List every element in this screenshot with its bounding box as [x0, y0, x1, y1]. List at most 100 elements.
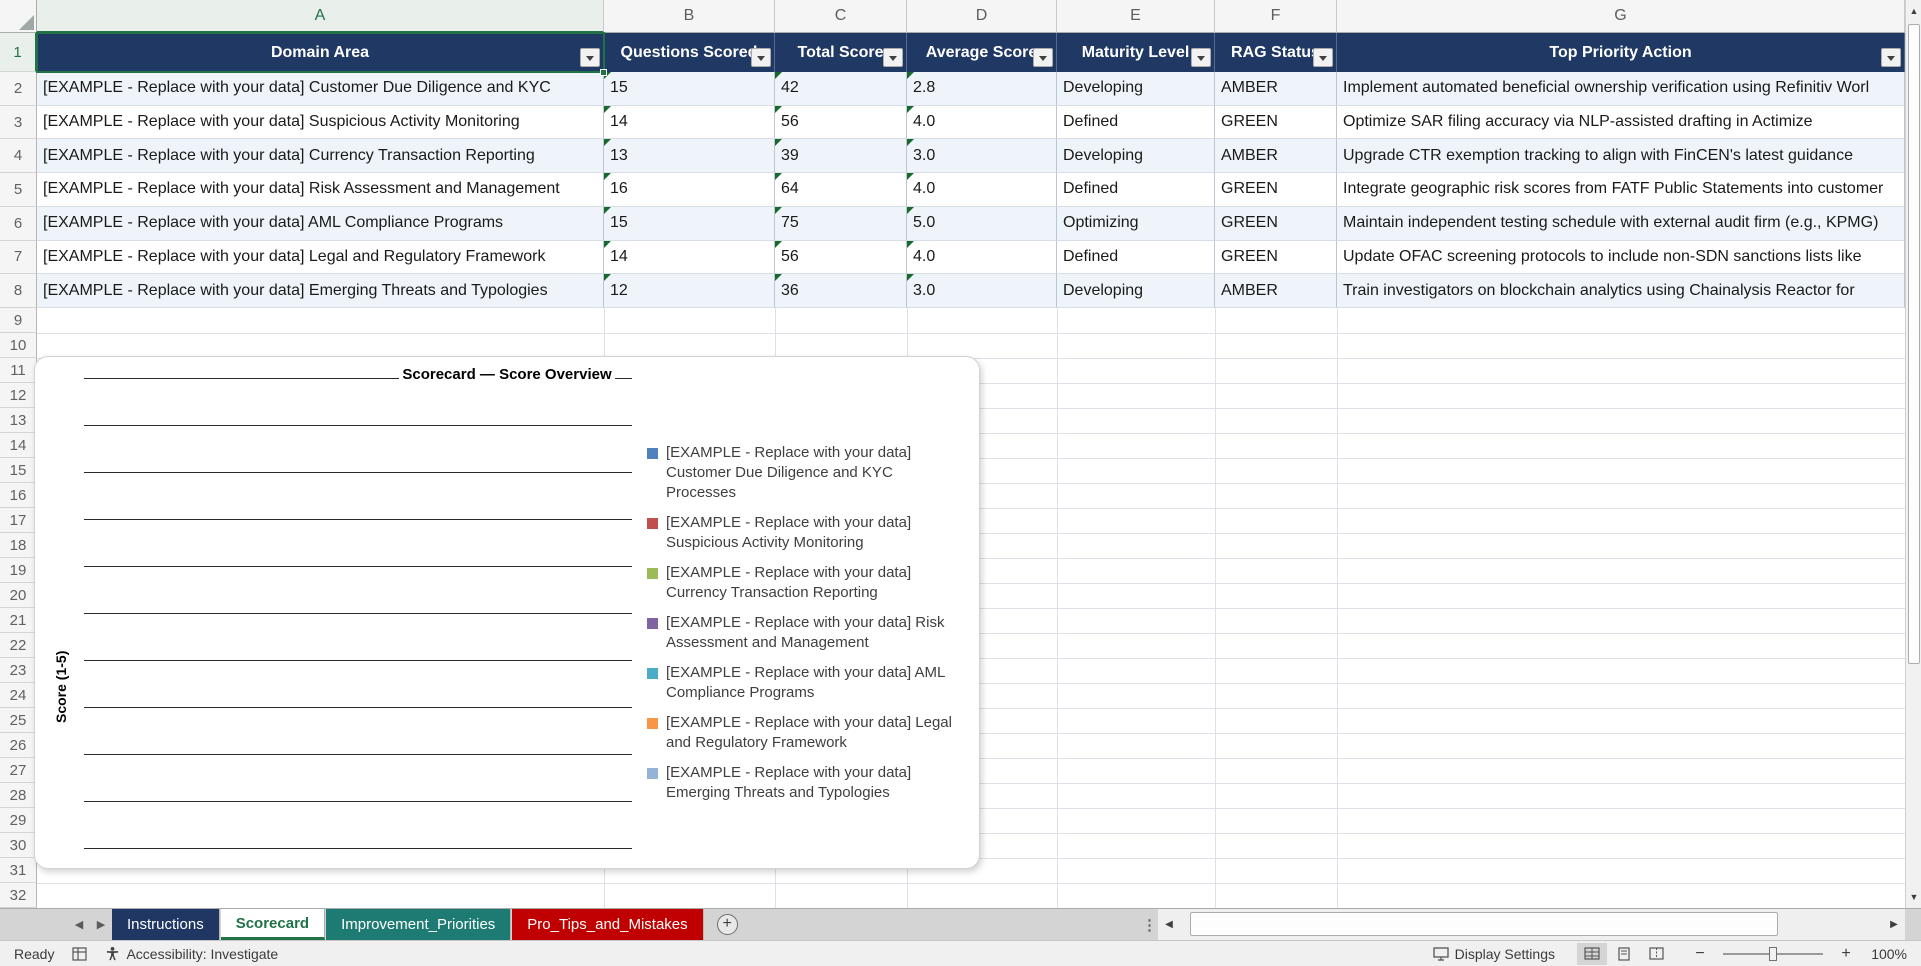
cell-B8[interactable]: 12: [604, 274, 775, 308]
row-header-27[interactable]: 27: [0, 758, 37, 783]
new-sheet-button[interactable]: +: [716, 914, 738, 935]
cell-A7[interactable]: [EXAMPLE - Replace with your data] Legal…: [37, 240, 604, 275]
cell-B6[interactable]: 15: [604, 206, 775, 241]
column-header-a[interactable]: A: [37, 0, 604, 33]
row-header-4[interactable]: 4: [0, 139, 37, 174]
horizontal-scrollbar[interactable]: ◀ ▶: [1158, 909, 1905, 940]
cell-E2[interactable]: Developing: [1057, 72, 1215, 106]
fill-handle[interactable]: [600, 69, 607, 76]
filter-dropdown-button[interactable]: [751, 48, 771, 67]
row-header-16[interactable]: 16: [0, 483, 37, 508]
cell-F4[interactable]: AMBER: [1215, 139, 1337, 174]
sheet-tab-improvement_priorities[interactable]: Improvement_Priorities: [326, 909, 512, 940]
cell-A4[interactable]: [EXAMPLE - Replace with your data] Curre…: [37, 139, 604, 174]
scroll-right-icon[interactable]: ▶: [1890, 919, 1898, 930]
scroll-left-icon[interactable]: ◀: [1165, 919, 1173, 930]
row-header-19[interactable]: 19: [0, 558, 37, 583]
cell-B7[interactable]: 14: [604, 240, 775, 275]
cell-G3[interactable]: Optimize SAR filing accuracy via NLP-ass…: [1337, 105, 1905, 140]
cell-F2[interactable]: AMBER: [1215, 72, 1337, 106]
zoom-level[interactable]: 100%: [1871, 945, 1907, 962]
cell-C7[interactable]: 56: [775, 240, 907, 275]
table-header-maturity-level[interactable]: Maturity Level: [1057, 33, 1215, 72]
cell-F8[interactable]: AMBER: [1215, 274, 1337, 308]
page-break-preview-button[interactable]: [1641, 943, 1671, 965]
row-header-12[interactable]: 12: [0, 383, 37, 408]
cell-B3[interactable]: 14: [604, 105, 775, 140]
row-header-26[interactable]: 26: [0, 733, 37, 758]
row-header-18[interactable]: 18: [0, 533, 37, 558]
cell-A8[interactable]: [EXAMPLE - Replace with your data] Emerg…: [37, 274, 604, 308]
filter-dropdown-button[interactable]: [1881, 48, 1901, 67]
column-header-c[interactable]: C: [775, 0, 907, 33]
horizontal-scrollbar-thumb[interactable]: [1190, 912, 1778, 936]
cell-E4[interactable]: Developing: [1057, 139, 1215, 174]
row-header-15[interactable]: 15: [0, 458, 37, 483]
row-header-8[interactable]: 8: [0, 274, 37, 308]
row-header-17[interactable]: 17: [0, 508, 37, 533]
cell-G7[interactable]: Update OFAC screening protocols to inclu…: [1337, 240, 1905, 275]
row-header-7[interactable]: 7: [0, 240, 37, 275]
tab-scroll-left-icon[interactable]: ◀: [74, 919, 84, 931]
cell-E5[interactable]: Defined: [1057, 173, 1215, 207]
row-header-25[interactable]: 25: [0, 708, 37, 733]
row-header-5[interactable]: 5: [0, 173, 37, 207]
cell-F3[interactable]: GREEN: [1215, 105, 1337, 140]
cell-A3[interactable]: [EXAMPLE - Replace with your data] Suspi…: [37, 105, 604, 140]
cell-B2[interactable]: 15: [604, 72, 775, 106]
row-header-20[interactable]: 20: [0, 583, 37, 608]
cell-E8[interactable]: Developing: [1057, 274, 1215, 308]
cell-G4[interactable]: Upgrade CTR exemption tracking to align …: [1337, 139, 1905, 174]
column-header-e[interactable]: E: [1057, 0, 1215, 33]
cell-C3[interactable]: 56: [775, 105, 907, 140]
row-header-14[interactable]: 14: [0, 433, 37, 458]
column-header-b[interactable]: B: [604, 0, 775, 33]
table-header-top-priority-action[interactable]: Top Priority Action: [1337, 33, 1905, 72]
macro-record-button[interactable]: [72, 946, 88, 961]
select-all-corner[interactable]: [0, 0, 37, 33]
row-header-6[interactable]: 6: [0, 206, 37, 241]
column-header-g[interactable]: G: [1337, 0, 1905, 33]
zoom-out-button[interactable]: −: [1695, 944, 1705, 962]
row-header-23[interactable]: 23: [0, 658, 37, 683]
cell-A6[interactable]: [EXAMPLE - Replace with your data] AML C…: [37, 206, 604, 241]
display-settings-button[interactable]: Display Settings: [1432, 946, 1555, 962]
table-header-questions-scored[interactable]: Questions Scored: [604, 33, 775, 72]
zoom-in-button[interactable]: +: [1841, 944, 1851, 962]
cell-A2[interactable]: [EXAMPLE - Replace with your data] Custo…: [37, 72, 604, 106]
cell-D2[interactable]: 2.8: [907, 72, 1057, 106]
cell-G8[interactable]: Train investigators on blockchain analyt…: [1337, 274, 1905, 308]
zoom-slider-thumb[interactable]: [1769, 946, 1777, 961]
row-header-24[interactable]: 24: [0, 683, 37, 708]
scroll-down-icon[interactable]: ▼: [1909, 892, 1919, 902]
accessibility-status[interactable]: Accessibility: Investigate: [105, 946, 278, 962]
vertical-scrollbar-thumb[interactable]: [1908, 24, 1920, 664]
row-header-30[interactable]: 30: [0, 833, 37, 858]
row-header-21[interactable]: 21: [0, 608, 37, 633]
cell-F7[interactable]: GREEN: [1215, 240, 1337, 275]
cell-B5[interactable]: 16: [604, 173, 775, 207]
cell-D6[interactable]: 5.0: [907, 206, 1057, 241]
filter-dropdown-button[interactable]: [1313, 48, 1333, 67]
cell-C6[interactable]: 75: [775, 206, 907, 241]
filter-dropdown-button[interactable]: [1191, 48, 1211, 67]
cell-F6[interactable]: GREEN: [1215, 206, 1337, 241]
table-header-total-score[interactable]: Total Score: [775, 33, 907, 72]
row-header-29[interactable]: 29: [0, 808, 37, 833]
cell-C2[interactable]: 42: [775, 72, 907, 106]
row-header-10[interactable]: 10: [0, 333, 37, 358]
row-header-32[interactable]: 32: [0, 883, 37, 908]
cell-A5[interactable]: [EXAMPLE - Replace with your data] Risk …: [37, 173, 604, 207]
cell-C5[interactable]: 64: [775, 173, 907, 207]
sheet-tab-scorecard[interactable]: Scorecard: [220, 909, 326, 940]
zoom-slider[interactable]: [1723, 943, 1823, 965]
tab-scroll-right-icon[interactable]: ▶: [96, 919, 106, 931]
row-header-28[interactable]: 28: [0, 783, 37, 808]
tab-scrollbar-splitter-icon[interactable]: ⋮: [1142, 917, 1157, 934]
column-header-d[interactable]: D: [907, 0, 1057, 33]
cell-G5[interactable]: Integrate geographic risk scores from FA…: [1337, 173, 1905, 207]
cell-C4[interactable]: 39: [775, 139, 907, 174]
cell-G2[interactable]: Implement automated beneficial ownership…: [1337, 72, 1905, 106]
cell-D3[interactable]: 4.0: [907, 105, 1057, 140]
cell-B4[interactable]: 13: [604, 139, 775, 174]
